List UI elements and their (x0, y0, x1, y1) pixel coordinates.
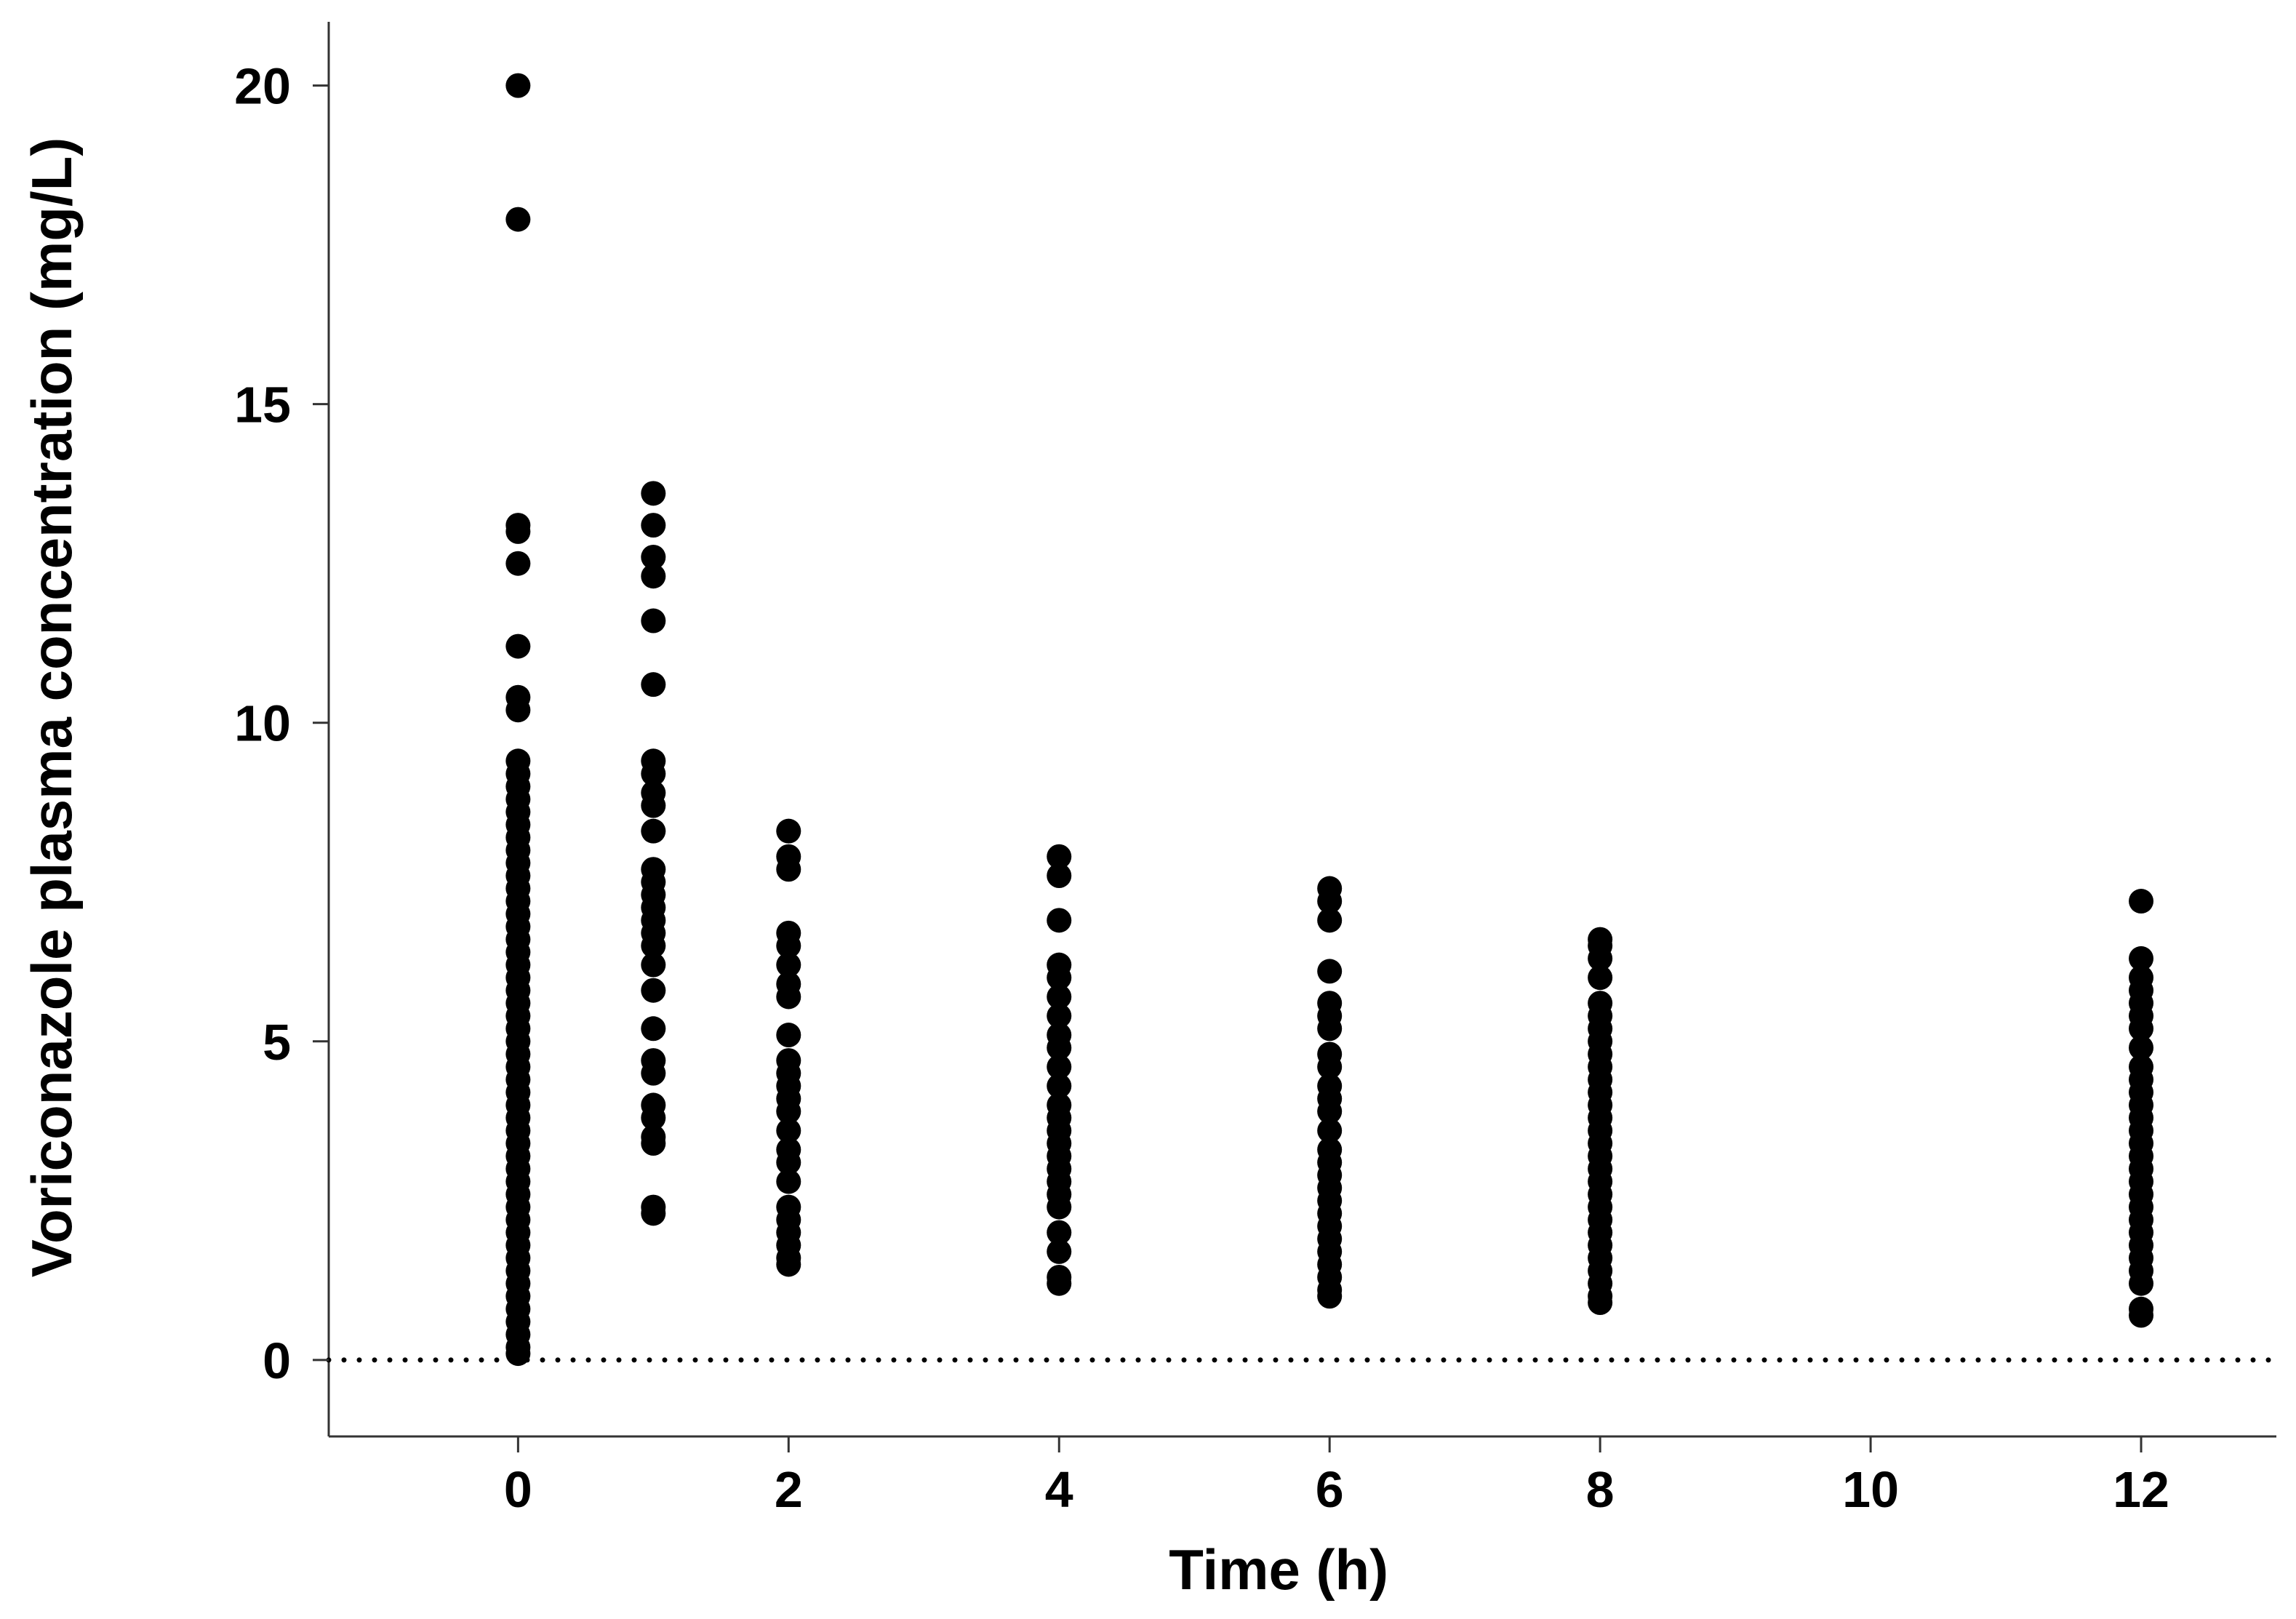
data-point (2129, 1035, 2154, 1060)
data-points (505, 73, 2154, 1367)
x-tick-label: 4 (1045, 1461, 1073, 1518)
data-point (505, 551, 531, 576)
data-point (776, 818, 801, 844)
data-point (1047, 1035, 1072, 1060)
data-point (505, 207, 531, 232)
data-point (2129, 889, 2154, 914)
y-tick-label: 0 (263, 1332, 291, 1389)
data-point (641, 1105, 666, 1130)
data-point (776, 1150, 801, 1175)
x-axis-title: Time (h) (1169, 1538, 1388, 1602)
data-point (776, 1252, 801, 1277)
data-point (2129, 1016, 2154, 1042)
data-point (1588, 1290, 1613, 1316)
data-point (1317, 908, 1343, 933)
data-point (1047, 908, 1072, 933)
y-tick-label: 15 (234, 377, 291, 433)
data-point (641, 481, 666, 506)
data-point (641, 1016, 666, 1042)
data-point (776, 933, 801, 959)
axes (327, 22, 2276, 1438)
data-point (641, 608, 666, 633)
y-axis-title: Voriconazole plasma concentration (mg/L) (20, 137, 84, 1277)
data-point (1047, 1194, 1072, 1220)
data-point (641, 793, 666, 818)
data-point (641, 1130, 666, 1156)
data-point (505, 73, 531, 98)
data-point (641, 978, 666, 1003)
data-point (1047, 984, 1072, 1010)
x-tick-label: 6 (1316, 1461, 1344, 1518)
data-point (641, 544, 666, 569)
data-point (641, 1060, 666, 1086)
data-point (1588, 965, 1613, 991)
data-point (641, 513, 666, 538)
x-tick-label: 0 (504, 1461, 532, 1518)
data-point (1317, 1118, 1343, 1143)
data-point (2129, 1271, 2154, 1296)
data-point (2129, 946, 2154, 971)
data-point (1317, 1016, 1343, 1042)
data-point (641, 933, 666, 959)
x-tick-label: 8 (1586, 1461, 1615, 1518)
data-point (1047, 1003, 1072, 1028)
data-point (1047, 1054, 1072, 1079)
data-point (641, 818, 666, 844)
data-point (641, 952, 666, 978)
data-point (1047, 965, 1072, 991)
data-point (505, 519, 531, 544)
x-tick-label: 10 (1842, 1461, 1899, 1518)
data-point (1317, 1284, 1343, 1309)
data-point (1317, 959, 1343, 984)
data-point (1047, 1239, 1072, 1264)
data-point (776, 1118, 801, 1143)
data-point (776, 952, 801, 978)
data-point (641, 761, 666, 786)
data-point (1047, 863, 1072, 889)
data-point (641, 672, 666, 697)
data-point (776, 984, 801, 1010)
data-point (1317, 889, 1343, 914)
data-point (776, 1023, 801, 1048)
data-point (1588, 946, 1613, 971)
y-tick-label: 20 (234, 58, 291, 115)
data-point (776, 857, 801, 882)
data-point (641, 1201, 666, 1226)
x-tick-label: 2 (775, 1461, 803, 1518)
data-point (641, 564, 666, 589)
data-point (1047, 1220, 1072, 1245)
data-point (776, 1099, 801, 1124)
data-point (1047, 1271, 1072, 1296)
x-tick-label: 12 (2113, 1461, 2169, 1518)
data-point (1047, 1074, 1072, 1099)
data-point (1317, 1054, 1343, 1079)
data-point (2129, 1303, 2154, 1328)
data-point (505, 1341, 531, 1367)
data-point (505, 633, 531, 659)
y-tick-label: 5 (263, 1014, 291, 1071)
ticks: 0 2 4 6 8 10 12 0 5 10 15 20 (234, 58, 2169, 1518)
data-point (505, 697, 531, 723)
data-point (1047, 844, 1072, 869)
data-point (776, 1169, 801, 1194)
data-point (1317, 1099, 1343, 1124)
y-tick-label: 10 (234, 695, 291, 752)
